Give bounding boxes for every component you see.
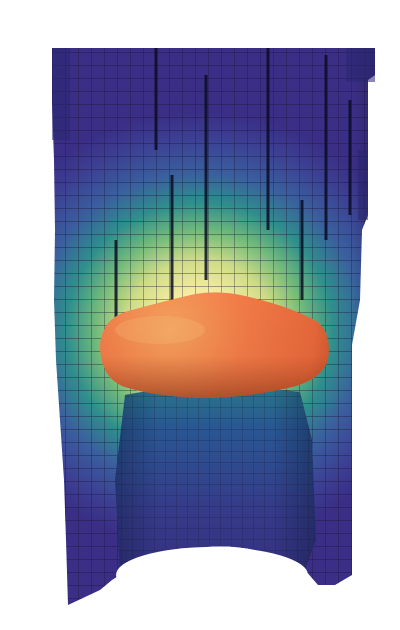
inner-cylinder-wall [115,386,316,575]
notch-blocks [52,48,375,220]
cutaway-columns [114,48,352,330]
melt-pool-blob [100,292,329,398]
bore-opening [116,547,308,603]
